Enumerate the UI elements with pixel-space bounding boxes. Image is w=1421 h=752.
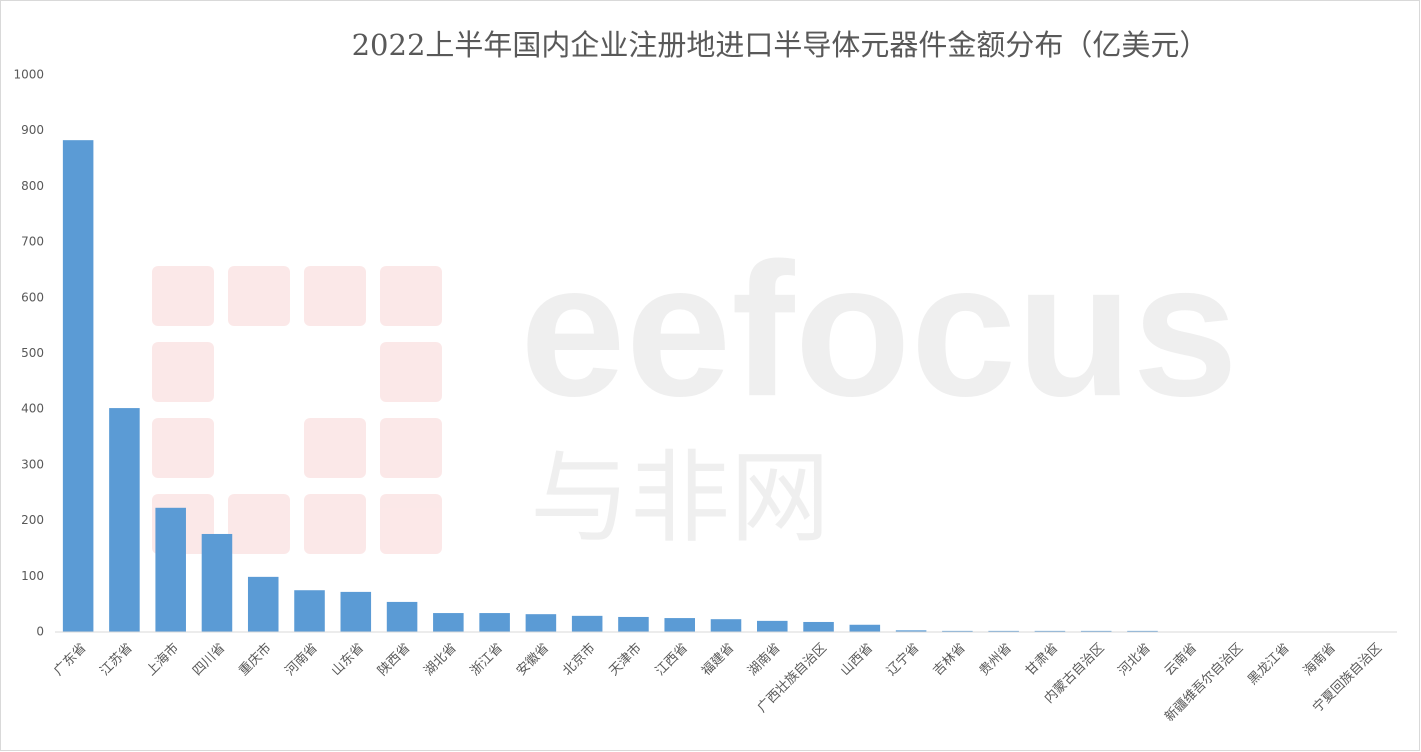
y-tick-label: 300	[21, 457, 44, 471]
y-tick-label: 1000	[13, 68, 44, 82]
bar	[942, 630, 973, 632]
bar	[1034, 630, 1066, 632]
bar	[710, 619, 742, 632]
bar	[895, 630, 927, 632]
bar	[433, 613, 464, 632]
watermark: eefocus 与非网	[152, 224, 1238, 556]
y-tick-label: 600	[21, 290, 44, 304]
bar	[340, 591, 372, 632]
bar	[849, 624, 881, 632]
bar	[664, 618, 695, 632]
y-tick-label: 900	[21, 123, 44, 137]
bar	[247, 576, 279, 632]
watermark-logo: eefocus	[520, 224, 1238, 436]
bar	[1127, 630, 1158, 632]
y-tick-label: 500	[21, 346, 44, 360]
bar	[294, 590, 325, 632]
y-tick-label: 0	[36, 625, 44, 639]
bar	[201, 533, 233, 632]
bar	[155, 507, 186, 632]
bar	[571, 615, 603, 632]
y-tick-label: 700	[21, 235, 44, 249]
bar	[525, 614, 557, 632]
y-tick-label: 800	[21, 179, 44, 193]
y-tick-label: 200	[21, 513, 44, 527]
bar	[1080, 630, 1112, 632]
bar	[386, 601, 418, 632]
chart-title: 2022上半年国内企业注册地进口半导体元器件金额分布（亿美元）	[352, 28, 1209, 62]
bar	[109, 408, 140, 632]
watermark-text: 与非网	[530, 439, 830, 556]
y-tick-label: 400	[21, 402, 44, 416]
bar	[479, 613, 510, 632]
bar	[988, 630, 1019, 632]
bar	[618, 616, 649, 632]
bar	[62, 140, 94, 632]
bar	[803, 621, 834, 632]
bar	[757, 620, 788, 632]
y-tick-label: 100	[21, 569, 44, 583]
